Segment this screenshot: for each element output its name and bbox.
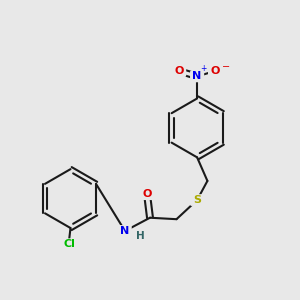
Text: −: − [222,62,230,72]
Text: +: + [200,64,207,73]
FancyBboxPatch shape [173,65,186,77]
Text: O: O [210,66,220,76]
Text: N: N [120,226,130,236]
Text: O: O [142,189,152,199]
Text: S: S [193,195,201,205]
FancyBboxPatch shape [61,238,77,250]
Text: O: O [175,66,184,76]
Text: H: H [136,231,145,241]
FancyBboxPatch shape [190,70,204,82]
FancyBboxPatch shape [208,65,221,77]
Text: Cl: Cl [63,239,75,249]
FancyBboxPatch shape [118,225,132,237]
FancyBboxPatch shape [190,194,204,206]
FancyBboxPatch shape [140,188,154,200]
Text: N: N [193,71,202,81]
